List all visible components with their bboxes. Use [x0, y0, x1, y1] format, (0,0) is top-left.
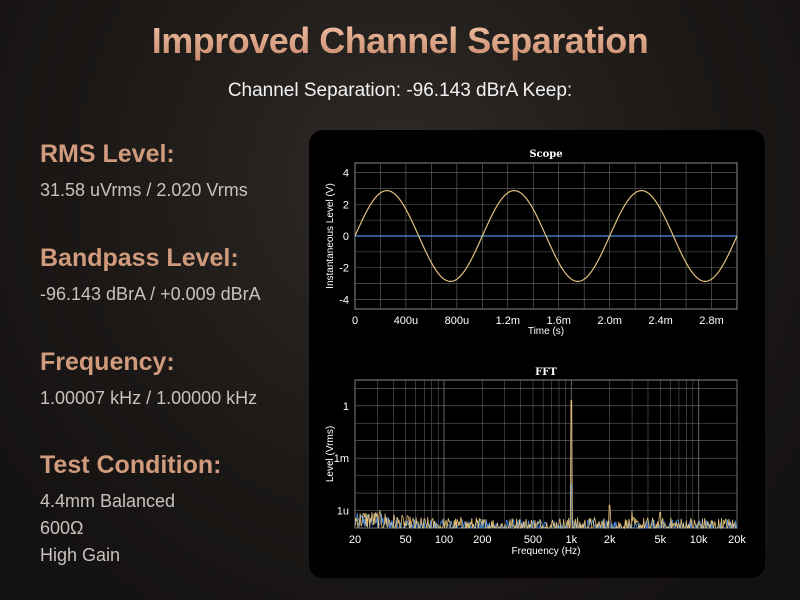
scope-x-tick-label: 400u [394, 315, 418, 327]
page-title: Improved Channel Separation [0, 20, 800, 62]
spec-label: RMS Level: [40, 140, 175, 168]
scope-x-tick-label: 2.4m [648, 315, 672, 327]
spec-line: 600Ω [40, 518, 84, 538]
spec-value: 1.00007 kHz / 1.00000 kHz [40, 388, 258, 408]
fft-y-axis-label: Level (Vrms) [325, 426, 336, 482]
fft-plot-area [354, 379, 738, 529]
fft-title: FFT [535, 367, 557, 378]
scope-y-tick-label: 2 [343, 199, 349, 211]
chart-panel: 0 400u 800u 1.2m 1.6m 2.0m 2.4m 2.8m 4 2 0 -2 -4 Sco… [309, 130, 765, 578]
scope-x-tick-label: 1.2m [496, 315, 520, 327]
fft-x-tick-label: 5k [655, 534, 667, 546]
scope-x-tick-label: 0 [352, 315, 358, 327]
spec-label: Bandpass Level: [40, 244, 239, 272]
spec-bandpass-level: Bandpass Level: -96.143 dBrA / +0.009 dB… [40, 244, 261, 308]
spec-value: 31.58 uVrms / 2.020 Vrms [40, 180, 248, 200]
spec-value: 4.4mm Balanced 600Ω High Gain [40, 488, 221, 569]
scope-x-tick-label: 2.0m [597, 315, 621, 327]
spec-label: Test Condition: [40, 451, 222, 479]
fft-x-tick-label: 200 [473, 534, 491, 546]
fft-chart: 20 50 100 200 500 1k 2k 5k 10k 20k 1 1m 1u FFT Frequ… [325, 367, 746, 557]
spec-rms-level: RMS Level: 31.58 uVrms / 2.020 Vrms [40, 140, 248, 204]
scope-y-tick-label: 4 [343, 168, 349, 180]
spec-line: 4.4mm Balanced [40, 491, 176, 511]
page-subtitle: Channel Separation: -96.143 dBrA Keep: [227, 80, 573, 101]
scope-x-tick-label: 1.6m [546, 315, 570, 327]
scope-chart: 0 400u 800u 1.2m 1.6m 2.0m 2.4m 2.8m 4 2 0 -2 -4 Sco… [325, 149, 738, 337]
scope-y-axis-label: Instantaneous Level (V) [325, 183, 336, 289]
fft-y-tick-label: 1 [343, 401, 349, 413]
spec-test-condition: Test Condition: 4.4mm Balanced 600Ω High… [40, 451, 221, 569]
scope-y-tick-label: 0 [343, 231, 349, 243]
scope-x-tick-label: 2.8m [699, 315, 723, 327]
fft-series-signal [354, 400, 737, 530]
fft-x-tick-label: 2k [604, 534, 616, 546]
fft-x-tick-label: 10k [690, 534, 708, 546]
fft-ticks: 20 50 100 200 500 1k 2k 5k 10k 20k 1 1m 1u [334, 401, 747, 546]
fft-x-tick-label: 1k [566, 534, 578, 546]
scope-y-tick-label: -2 [339, 263, 349, 275]
fft-x-tick-label: 100 [435, 534, 453, 546]
fft-x-tick-label: 500 [524, 534, 542, 546]
scope-title: Scope [529, 149, 562, 160]
spec-frequency: Frequency: 1.00007 kHz / 1.00000 kHz [40, 348, 257, 412]
scope-x-axis-label: Time (s) [528, 326, 564, 337]
scope-series-signal [354, 190, 738, 282]
fft-y-tick-label: 1u [337, 506, 349, 518]
scope-ticks: 0 400u 800u 1.2m 1.6m 2.0m 2.4m 2.8m 4 2 0 -2 -4 [339, 168, 724, 327]
scope-y-tick-label: -4 [339, 294, 349, 306]
fft-x-axis-label: Frequency (Hz) [512, 546, 581, 557]
fft-x-tick-label: 20 [349, 534, 361, 546]
spec-value: -96.143 dBrA / +0.009 dBrA [40, 284, 261, 304]
fft-x-tick-label: 20k [728, 534, 746, 546]
scope-x-tick-label: 800u [445, 315, 469, 327]
spec-line: High Gain [40, 545, 121, 565]
fft-y-tick-label: 1m [334, 453, 349, 465]
spec-label: Frequency: [40, 348, 175, 376]
fft-x-tick-label: 50 [400, 534, 412, 546]
